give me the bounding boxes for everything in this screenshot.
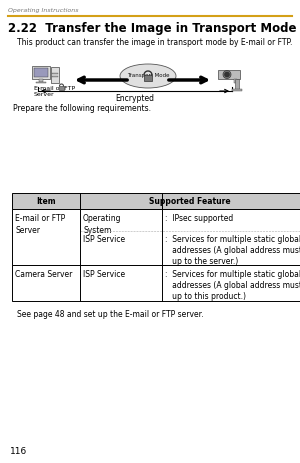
Bar bbox=[32, 67, 50, 80]
Text: This product can transfer the image in transport mode by E-mail or FTP.: This product can transfer the image in t… bbox=[17, 38, 292, 47]
Text: See page 48 and set up the E-mail or FTP server.: See page 48 and set up the E-mail or FTP… bbox=[17, 309, 203, 319]
Bar bbox=[130, 79, 166, 82]
Text: Operating Instructions: Operating Instructions bbox=[8, 8, 79, 13]
Text: Operating
System: Operating System bbox=[83, 213, 122, 234]
Text: Encrypted: Encrypted bbox=[116, 94, 154, 103]
Bar bbox=[232, 90, 242, 92]
Text: 116: 116 bbox=[10, 446, 27, 455]
Text: ISP Service: ISP Service bbox=[83, 234, 125, 244]
Bar bbox=[36, 82, 46, 84]
Text: Transport Mode: Transport Mode bbox=[127, 73, 169, 78]
Bar bbox=[59, 87, 64, 91]
Text: :  Services for multiple static global
   addresses (A global address must be se: : Services for multiple static global ad… bbox=[165, 234, 300, 266]
Text: ISP Service: ISP Service bbox=[83, 269, 125, 278]
Bar bbox=[52, 76, 58, 78]
Ellipse shape bbox=[120, 65, 176, 89]
Text: Item: Item bbox=[36, 197, 56, 206]
Circle shape bbox=[224, 73, 230, 78]
Bar bbox=[12, 265, 300, 301]
Bar bbox=[235, 80, 239, 91]
Text: Prepare the following requirements.: Prepare the following requirements. bbox=[13, 104, 151, 113]
Bar bbox=[51, 68, 59, 84]
Text: :  Services for multiple static global
   addresses (A global address must be se: : Services for multiple static global ad… bbox=[165, 269, 300, 300]
Bar bbox=[34, 69, 48, 78]
Text: E-mail or FTP
Server: E-mail or FTP Server bbox=[15, 213, 65, 234]
Text: E-mail or FTP
Server: E-mail or FTP Server bbox=[34, 86, 75, 97]
Bar bbox=[234, 80, 237, 84]
Bar bbox=[144, 76, 152, 82]
Bar bbox=[218, 71, 240, 80]
Bar bbox=[52, 73, 58, 75]
Text: Camera Server: Camera Server bbox=[15, 269, 72, 278]
Bar bbox=[12, 194, 300, 210]
Text: 2.22  Transfer the Image in Transport Mode: 2.22 Transfer the Image in Transport Mod… bbox=[8, 22, 296, 35]
Bar bbox=[12, 210, 300, 265]
Text: Supported Feature: Supported Feature bbox=[149, 197, 231, 206]
Circle shape bbox=[223, 71, 231, 79]
Text: :  IPsec supported: : IPsec supported bbox=[165, 213, 233, 223]
Bar bbox=[39, 80, 43, 83]
